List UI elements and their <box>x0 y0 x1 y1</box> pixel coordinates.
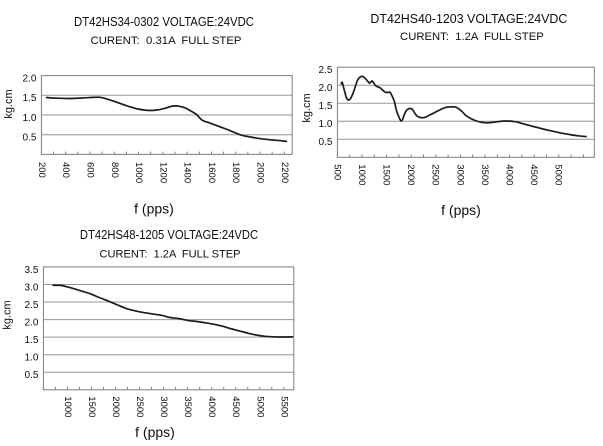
svg-text:600: 600 <box>84 162 95 178</box>
svg-text:1.5: 1.5 <box>318 101 332 112</box>
svg-text:800: 800 <box>109 162 120 178</box>
svg-text:2.0: 2.0 <box>22 74 36 85</box>
svg-text:DT42HS34-0302 VOLTAGE:24VDC: DT42HS34-0302 VOLTAGE:24VDC <box>74 15 254 29</box>
svg-text:4000: 4000 <box>206 396 217 417</box>
svg-text:3.5: 3.5 <box>24 265 38 276</box>
svg-text:1.5: 1.5 <box>22 93 36 104</box>
svg-text:1500: 1500 <box>381 164 392 185</box>
svg-text:1400: 1400 <box>182 162 193 183</box>
svg-text:f (pps): f (pps) <box>441 202 481 218</box>
svg-text:kg.cm: kg.cm <box>3 89 15 118</box>
svg-text:4500: 4500 <box>230 396 241 417</box>
svg-text:kg.cm: kg.cm <box>2 300 14 329</box>
svg-text:1600: 1600 <box>206 162 217 183</box>
svg-text:1800: 1800 <box>230 162 241 183</box>
svg-text:3.0: 3.0 <box>24 282 38 293</box>
svg-text:2500: 2500 <box>134 396 145 417</box>
svg-text:5000: 5000 <box>254 396 265 417</box>
svg-text:2200: 2200 <box>279 162 290 183</box>
svg-text:2.0: 2.0 <box>24 317 38 328</box>
svg-text:1500: 1500 <box>86 396 97 417</box>
svg-text:CURENT: 1.2A FULL STEP: CURENT: 1.2A FULL STEP <box>100 249 241 261</box>
svg-text:f (pps): f (pps) <box>135 424 175 440</box>
svg-text:0.5: 0.5 <box>318 137 332 148</box>
svg-text:1.0: 1.0 <box>318 119 332 130</box>
svg-text:2000: 2000 <box>405 164 416 185</box>
svg-text:2500: 2500 <box>430 164 441 185</box>
svg-text:1.0: 1.0 <box>24 353 38 364</box>
svg-text:1.5: 1.5 <box>24 335 38 346</box>
svg-text:4000: 4000 <box>503 164 514 185</box>
svg-text:2.5: 2.5 <box>318 65 332 76</box>
svg-text:1.0: 1.0 <box>22 113 36 124</box>
svg-text:200: 200 <box>36 162 47 178</box>
svg-text:400: 400 <box>60 162 71 178</box>
svg-text:2.5: 2.5 <box>24 300 38 311</box>
svg-text:1000: 1000 <box>356 164 367 185</box>
svg-text:2000: 2000 <box>110 396 121 417</box>
svg-text:CURENT: 0.31A FULL STEP: CURENT: 0.31A FULL STEP <box>91 35 242 47</box>
svg-text:5500: 5500 <box>278 396 289 417</box>
svg-text:CURENT: 1.2A FULL STEP: CURENT: 1.2A FULL STEP <box>400 31 544 43</box>
svg-text:DT42HS40-1203 VOLTAGE:24VDC: DT42HS40-1203 VOLTAGE:24VDC <box>370 12 567 26</box>
svg-text:3000: 3000 <box>158 396 169 417</box>
svg-text:f (pps): f (pps) <box>134 201 174 217</box>
svg-text:2.0: 2.0 <box>318 83 332 94</box>
svg-text:0.5: 0.5 <box>22 133 36 144</box>
svg-text:3500: 3500 <box>182 396 193 417</box>
svg-text:2000: 2000 <box>255 162 266 183</box>
svg-text:DT42HS48-1205 VOLTAGE:24VDC: DT42HS48-1205 VOLTAGE:24VDC <box>80 228 258 242</box>
svg-text:1000: 1000 <box>62 396 73 417</box>
svg-text:3000: 3000 <box>454 164 465 185</box>
svg-text:1200: 1200 <box>157 162 168 183</box>
svg-text:kg.cm: kg.cm <box>301 93 313 122</box>
svg-text:4500: 4500 <box>528 164 539 185</box>
svg-text:1000: 1000 <box>133 162 144 183</box>
svg-text:3500: 3500 <box>479 164 490 185</box>
svg-text:500: 500 <box>332 164 343 180</box>
svg-text:0.5: 0.5 <box>24 370 38 381</box>
svg-text:5000: 5000 <box>552 164 563 185</box>
